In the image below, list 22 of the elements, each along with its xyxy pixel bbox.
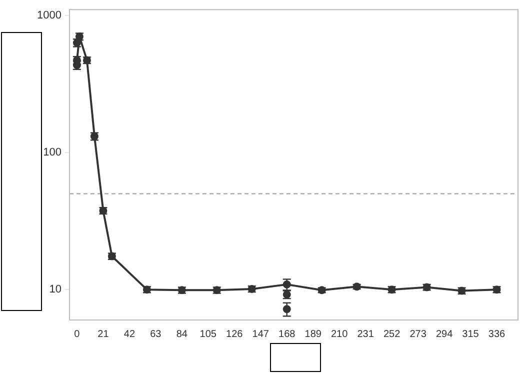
point [282, 280, 291, 288]
x-tick-label: 42 [124, 328, 136, 340]
point [282, 305, 291, 314]
x-tick-label: 294 [436, 328, 454, 340]
x-tick-label: 168 [278, 328, 296, 340]
x-tick-label: 84 [176, 328, 188, 340]
x-tick-label: 231 [357, 328, 374, 340]
x-tick-label: 105 [200, 328, 217, 340]
x-tick-label: 147 [252, 328, 270, 340]
y-tick-label: 10 [49, 284, 62, 296]
x-tick-label: 126 [226, 328, 244, 340]
x-tick-label: 315 [462, 328, 480, 340]
x-tick-label: 273 [410, 328, 427, 340]
y-tick-label: 100 [43, 146, 62, 158]
x-tick-label: 252 [383, 328, 401, 340]
x-tick-label: 210 [330, 328, 348, 340]
x-tick-label: 21 [98, 328, 110, 340]
x-tick-label: 0 [74, 328, 80, 340]
x-tick-label: 63 [150, 328, 162, 340]
x-tick-label: 336 [488, 328, 506, 340]
x-tick-label: 189 [304, 328, 322, 340]
y-tick-label: 1000 [36, 9, 62, 22]
